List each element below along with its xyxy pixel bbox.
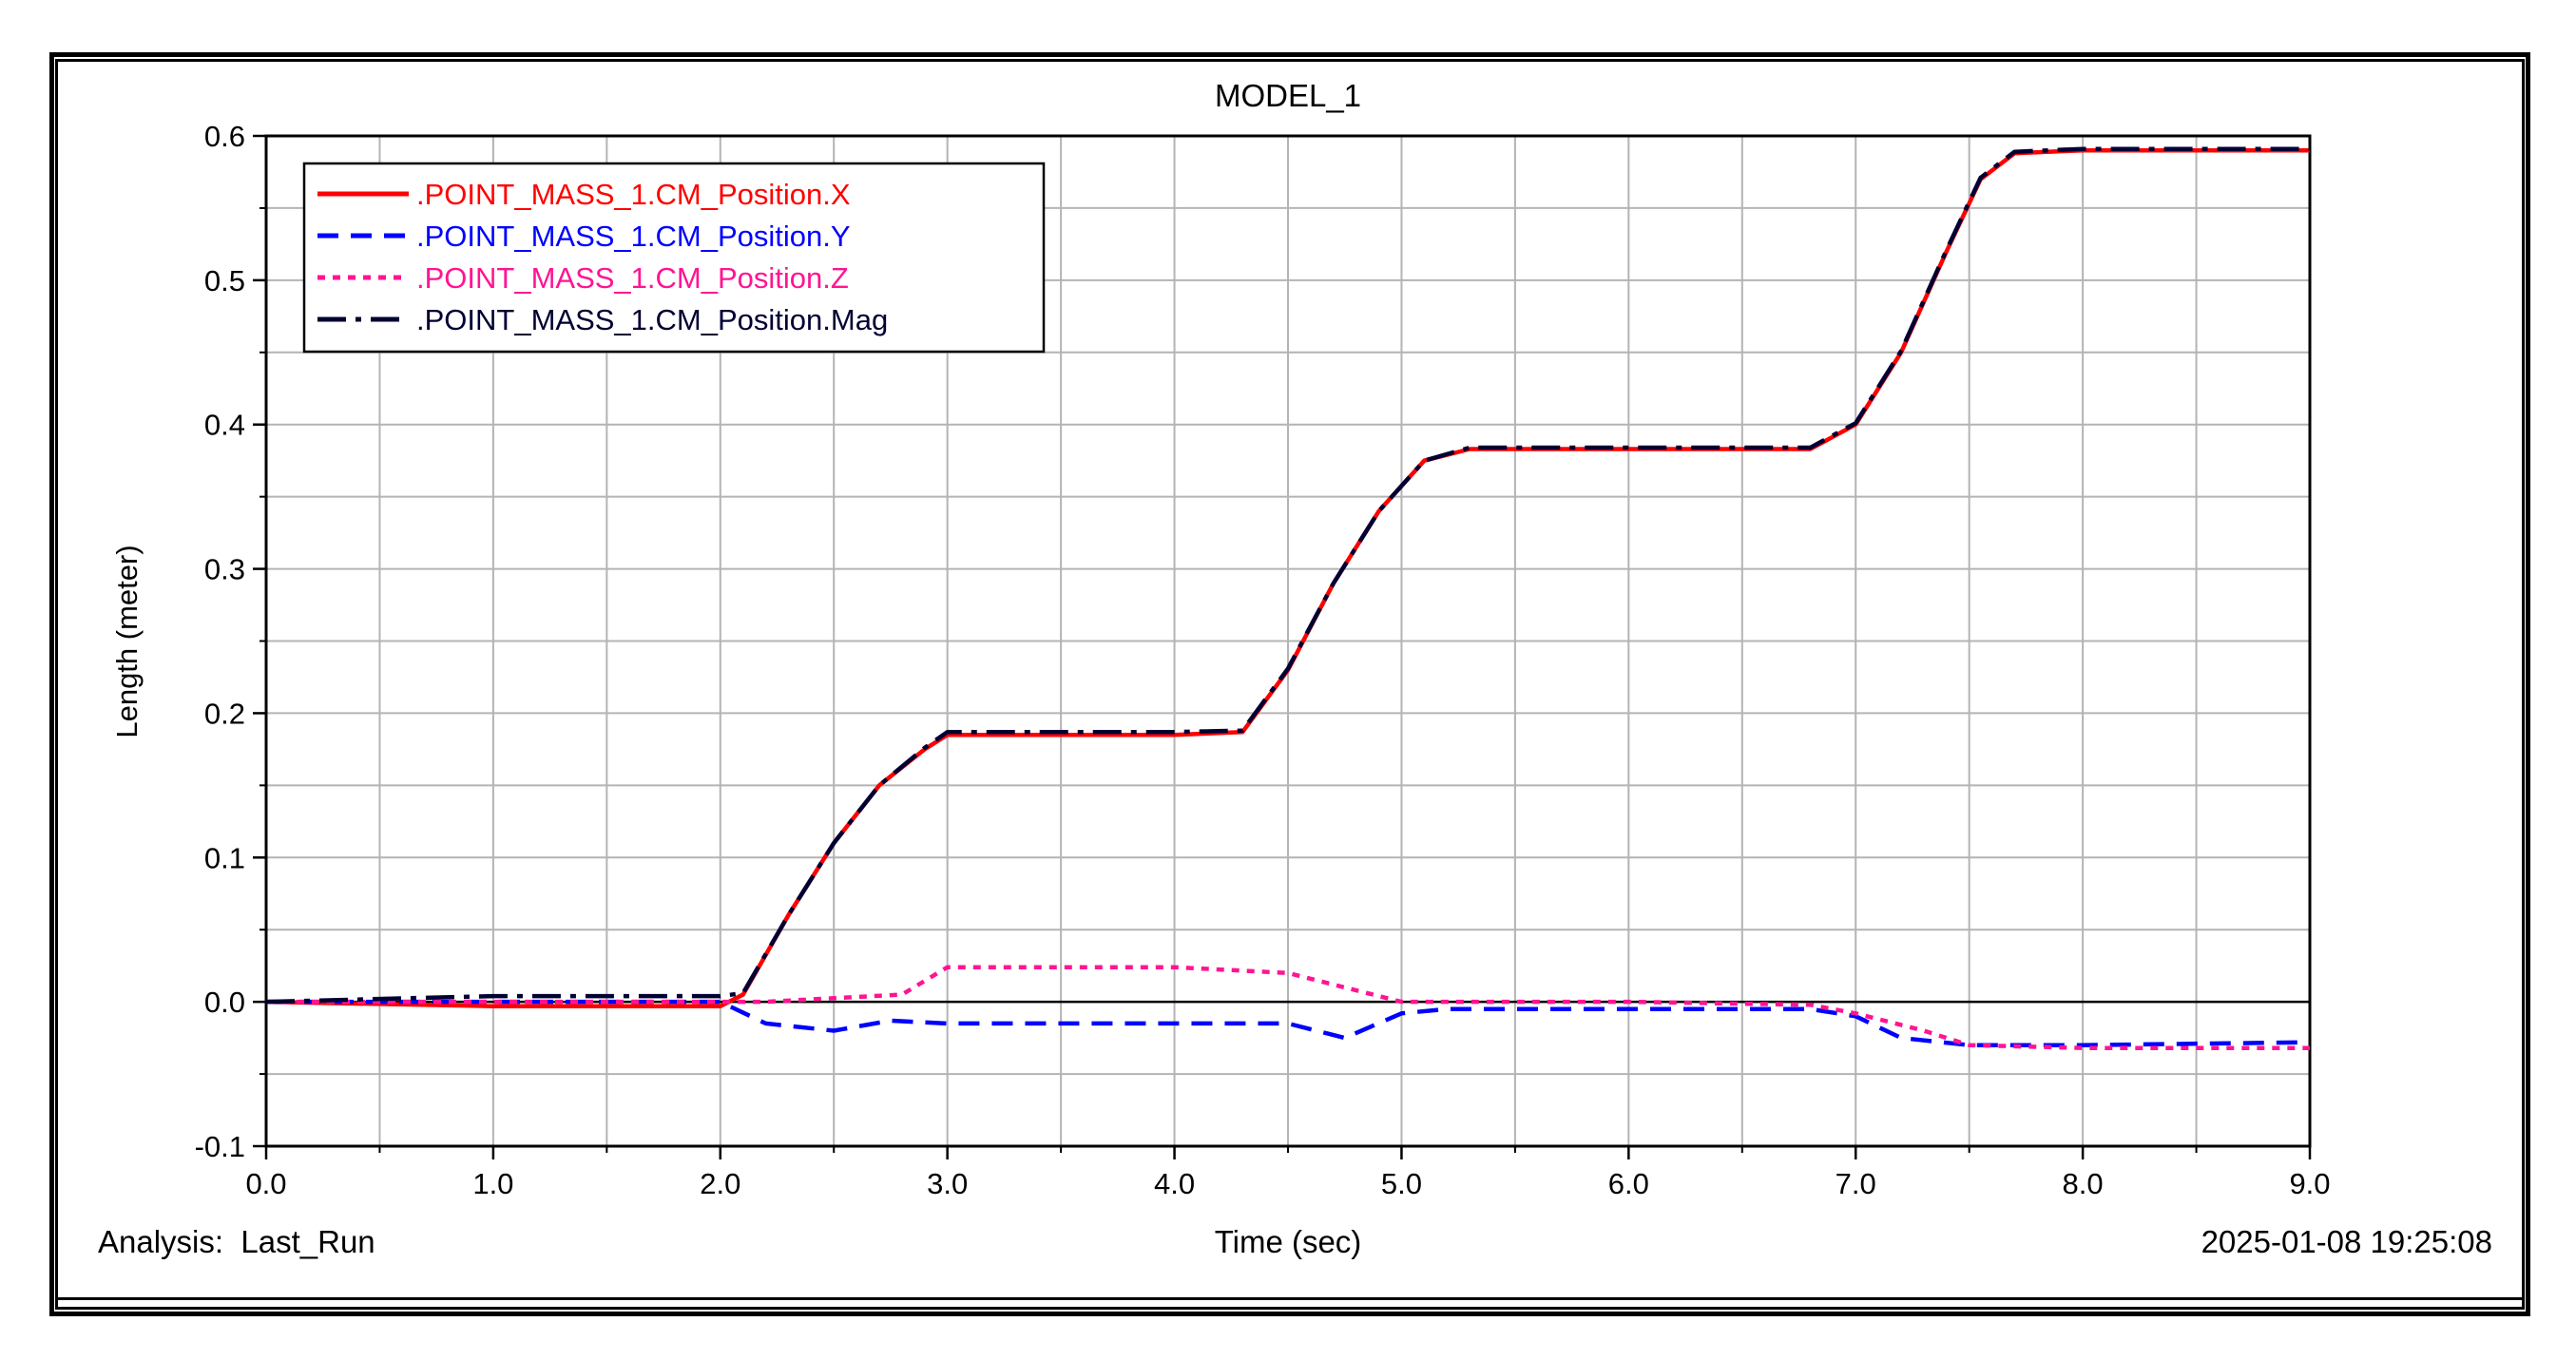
x-tick-label: 3.0 — [927, 1167, 968, 1200]
timestamp-label: 2025-01-08 19:25:08 — [2201, 1224, 2492, 1259]
bottom-rule — [55, 1297, 2525, 1300]
y-tick-label: 0.5 — [204, 264, 245, 297]
legend-label: .POINT_MASS_1.CM_Position.Mag — [416, 303, 888, 336]
plot-window-inner-frame — [55, 59, 2525, 1310]
x-tick-label: 6.0 — [1608, 1167, 1649, 1200]
x-tick-label: 9.0 — [2289, 1167, 2330, 1200]
legend-label: .POINT_MASS_1.CM_Position.Z — [416, 261, 849, 295]
y-tick-label: 0.1 — [204, 841, 245, 874]
x-tick-label: 1.0 — [472, 1167, 513, 1200]
legend-label: .POINT_MASS_1.CM_Position.X — [416, 178, 851, 211]
series-line-y — [266, 999, 2311, 1047]
y-tick-label: 0.6 — [204, 120, 245, 153]
y-tick-label: -0.1 — [195, 1130, 245, 1163]
y-tick-label: 0.4 — [204, 409, 245, 442]
legend: .POINT_MASS_1.CM_Position.X .POINT_MASS_1… — [302, 162, 1046, 354]
analysis-label: Analysis: Last_Run — [98, 1224, 375, 1259]
x-tick-label: 7.0 — [1836, 1167, 1876, 1200]
x-tick-label: 0.0 — [245, 1167, 286, 1200]
x-axis-label: Time (sec) — [1215, 1224, 1362, 1259]
x-tick-label: 5.0 — [1381, 1167, 1422, 1200]
y-tick-label: 0.0 — [204, 986, 245, 1019]
x-tick-label: 2.0 — [700, 1167, 740, 1200]
legend-box — [302, 162, 1046, 354]
y-tick-label: 0.2 — [204, 697, 245, 730]
y-axis-label: Length (meter) — [110, 545, 144, 737]
legend-label: .POINT_MASS_1.CM_Position.Y — [416, 220, 851, 253]
series-line-mag — [265, 146, 2310, 1005]
x-tick-label: 4.0 — [1154, 1167, 1195, 1200]
series-layer — [265, 146, 2311, 1050]
x-tick-label: 8.0 — [2063, 1167, 2104, 1200]
y-tick-label: 0.3 — [204, 553, 245, 586]
chart-title: MODEL_1 — [1215, 78, 1361, 113]
